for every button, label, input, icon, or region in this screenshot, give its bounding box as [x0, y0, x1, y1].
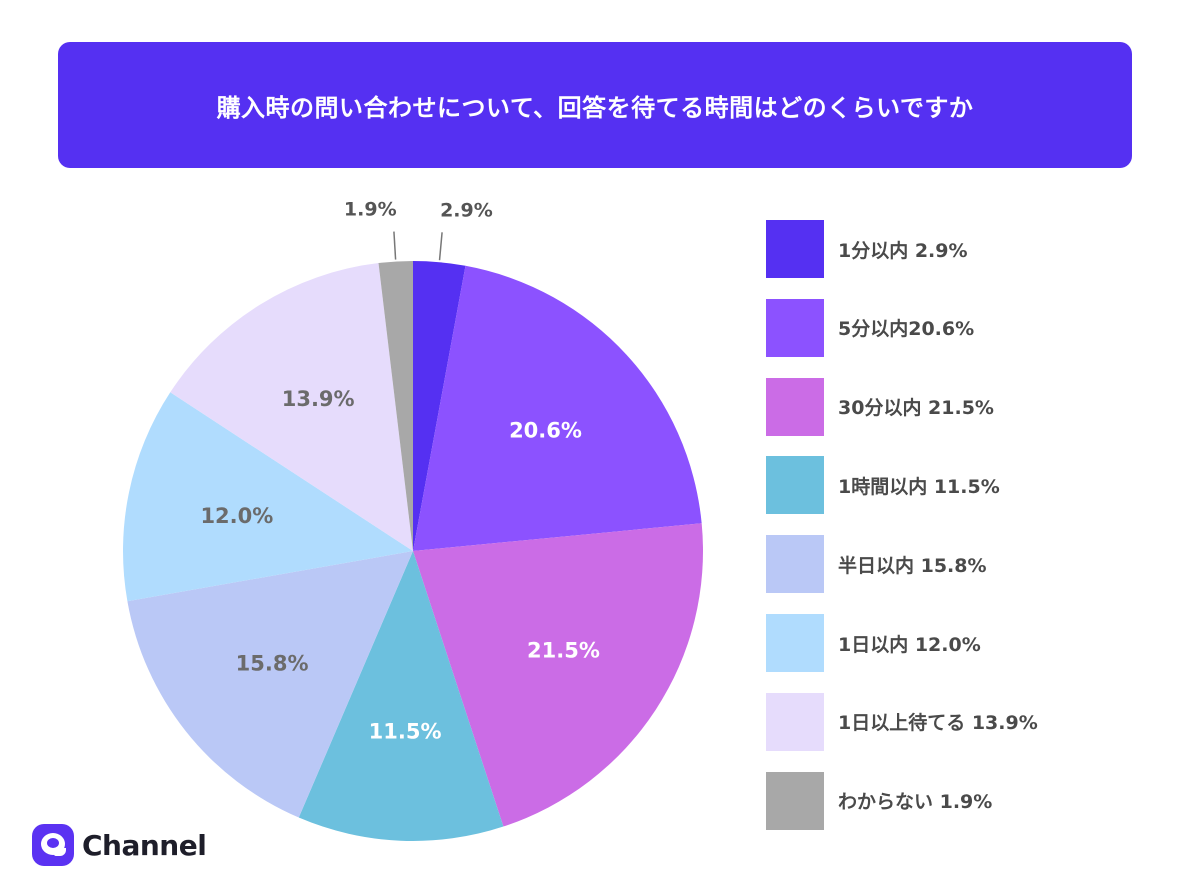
- legend-item: 半日以内 15.8%: [766, 535, 987, 594]
- legend-label: 30分以内 21.5%: [838, 397, 994, 420]
- chat-bubble-icon: [32, 824, 74, 866]
- legend-label: 1時間以内 11.5%: [838, 475, 1000, 498]
- legend-item: 1時間以内 11.5%: [766, 456, 1000, 515]
- pie-slice-7: [170, 263, 413, 551]
- legend-swatch: [766, 771, 824, 830]
- pie-data-label: 21.5%: [527, 638, 600, 662]
- pie-slice-6: [123, 392, 414, 602]
- pie-data-label: 1.9%: [344, 199, 397, 221]
- leader-line: [393, 231, 397, 260]
- brand: Channel: [32, 824, 207, 866]
- pie-data-label: 12.0%: [200, 504, 273, 528]
- legend-swatch: [766, 456, 824, 515]
- legend-item: 1日以上待てる 13.9%: [766, 692, 1038, 751]
- leader-line: [438, 232, 443, 261]
- legend-swatch: [766, 692, 824, 751]
- legend-item: 1日以内 12.0%: [766, 614, 981, 672]
- legend-label: 半日以内 15.8%: [838, 554, 987, 577]
- pie-slice-5: [127, 551, 413, 818]
- pie-data-label: 15.8%: [236, 652, 309, 676]
- legend-item: 5分以内20.6%: [766, 298, 975, 357]
- pie-data-label: 13.9%: [282, 387, 355, 411]
- pie-data-label: 2.9%: [440, 199, 493, 221]
- chart-title: 購入時の問い合わせについて、回答を待てる時間はどのくらいですか: [216, 93, 974, 122]
- pie-slice-2: [413, 265, 702, 551]
- pie-data-label: 11.5%: [369, 720, 442, 744]
- legend-label: 1日以上待てる 13.9%: [838, 712, 1038, 735]
- legend-item: 1分以内 2.9%: [766, 220, 968, 278]
- legend-label: 1日以内 12.0%: [838, 633, 981, 656]
- legend-swatch: [766, 377, 824, 436]
- pie-slice-1: [413, 261, 466, 551]
- legend-label: 5分以内20.6%: [838, 318, 975, 341]
- legend-label: 1分以内 2.9%: [838, 239, 968, 262]
- legend-swatch: [766, 535, 824, 594]
- pie-data-label: 20.6%: [509, 418, 582, 442]
- legend-label: わからない 1.9%: [838, 791, 993, 814]
- pie-slice-8: [378, 261, 413, 551]
- brand-name: Channel: [82, 828, 207, 862]
- legend-swatch: [766, 220, 824, 278]
- legend-swatch: [766, 298, 824, 357]
- legend-item: わからない 1.9%: [766, 771, 993, 830]
- pie-slice-4: [298, 551, 504, 842]
- legend-swatch: [766, 614, 824, 672]
- legend-item: 30分以内 21.5%: [766, 377, 994, 436]
- pie-slice-3: [413, 523, 703, 827]
- title-banner: 購入時の問い合わせについて、回答を待てる時間はどのくらいですか: [58, 42, 1132, 168]
